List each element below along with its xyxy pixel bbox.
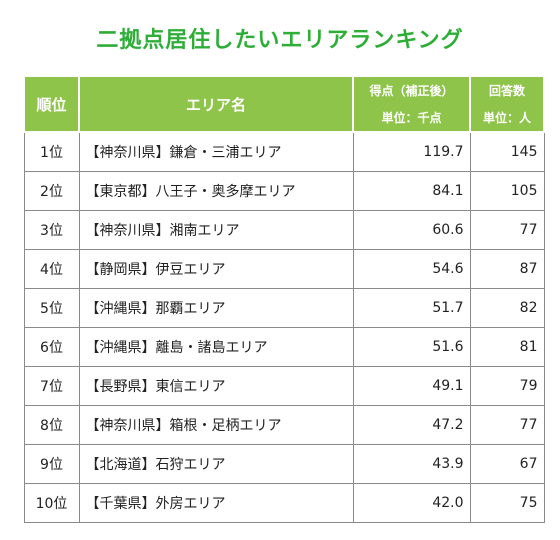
table-row: 4位 【静岡県】伊豆エリア 54.6 87 xyxy=(23,249,545,289)
table-row: 5位 【沖縄県】那覇エリア 51.7 82 xyxy=(23,288,545,328)
header-score-label: 得点（補正後） xyxy=(369,84,454,98)
header-rank: 順位 xyxy=(23,75,80,133)
rank-cell: 3位 xyxy=(23,210,80,250)
score-cell: 47.2 xyxy=(352,405,471,445)
area-cell: 【沖縄県】那覇エリア xyxy=(78,288,354,328)
area-cell: 【千葉県】外房エリア xyxy=(78,483,354,523)
score-cell: 54.6 xyxy=(352,249,471,289)
score-cell: 43.9 xyxy=(352,444,471,484)
table-row: 7位 【長野県】東信エリア 49.1 79 xyxy=(23,366,545,406)
table-row: 6位 【沖縄県】離島・諸島エリア 51.6 81 xyxy=(23,327,545,367)
score-cell: 60.6 xyxy=(352,210,471,250)
count-cell: 105 xyxy=(469,171,545,211)
count-cell: 77 xyxy=(469,210,545,250)
table-row: 10位 【千葉県】外房エリア 42.0 75 xyxy=(23,483,545,523)
count-cell: 87 xyxy=(469,249,545,289)
table-header-row: 順位 エリア名 得点（補正後） 単位：千点 回答数 単位：人 xyxy=(23,75,545,133)
page-title: 二拠点居住したいエリアランキング xyxy=(96,28,464,53)
score-cell: 84.1 xyxy=(352,171,471,211)
count-cell: 82 xyxy=(469,288,545,328)
score-cell: 51.7 xyxy=(352,288,471,328)
ranking-table: 順位 エリア名 得点（補正後） 単位：千点 回答数 単位：人 1位 【神奈川県】鎌… xyxy=(23,75,545,523)
rank-cell: 2位 xyxy=(23,171,80,211)
score-cell: 51.6 xyxy=(352,327,471,367)
score-cell: 119.7 xyxy=(352,131,471,172)
area-cell: 【静岡県】伊豆エリア xyxy=(78,249,354,289)
table-row: 3位 【神奈川県】湘南エリア 60.6 77 xyxy=(23,210,545,250)
table-row: 8位 【神奈川県】箱根・足柄エリア 47.2 77 xyxy=(23,405,545,445)
score-cell: 42.0 xyxy=(352,483,471,523)
area-cell: 【長野県】東信エリア xyxy=(78,366,354,406)
rank-cell: 9位 xyxy=(23,444,80,484)
area-cell: 【神奈川県】鎌倉・三浦エリア xyxy=(78,131,354,172)
area-cell: 【沖縄県】離島・諸島エリア xyxy=(78,327,354,367)
rank-cell: 8位 xyxy=(23,405,80,445)
header-score-unit: 単位：千点 xyxy=(381,111,442,125)
area-cell: 【神奈川県】箱根・足柄エリア xyxy=(78,405,354,445)
table-row: 2位 【東京都】八王子・奥多摩エリア 84.1 105 xyxy=(23,171,545,211)
rank-cell: 1位 xyxy=(23,131,80,172)
table-row: 1位 【神奈川県】鎌倉・三浦エリア 119.7 145 xyxy=(23,131,545,172)
table-body: 1位 【神奈川県】鎌倉・三浦エリア 119.7 145 2位 【東京都】八王子・奥多摩エリ… xyxy=(23,131,545,523)
score-cell: 49.1 xyxy=(352,366,471,406)
area-cell: 【東京都】八王子・奥多摩エリア xyxy=(78,171,354,211)
rank-cell: 6位 xyxy=(23,327,80,367)
header-count: 回答数 単位：人 xyxy=(469,75,545,133)
count-cell: 75 xyxy=(469,483,545,523)
header-score: 得点（補正後） 単位：千点 xyxy=(352,75,471,133)
header-area: エリア名 xyxy=(78,75,354,133)
area-cell: 【北海道】石狩エリア xyxy=(78,444,354,484)
header-count-unit: 単位：人 xyxy=(482,111,531,125)
header-count-label: 回答数 xyxy=(488,84,525,98)
rank-cell: 4位 xyxy=(23,249,80,289)
area-cell: 【神奈川県】湘南エリア xyxy=(78,210,354,250)
rank-cell: 7位 xyxy=(23,366,80,406)
count-cell: 79 xyxy=(469,366,545,406)
table-row: 9位 【北海道】石狩エリア 43.9 67 xyxy=(23,444,545,484)
count-cell: 145 xyxy=(469,131,545,172)
count-cell: 77 xyxy=(469,405,545,445)
count-cell: 81 xyxy=(469,327,545,367)
rank-cell: 10位 xyxy=(23,483,80,523)
count-cell: 67 xyxy=(469,444,545,484)
rank-cell: 5位 xyxy=(23,288,80,328)
